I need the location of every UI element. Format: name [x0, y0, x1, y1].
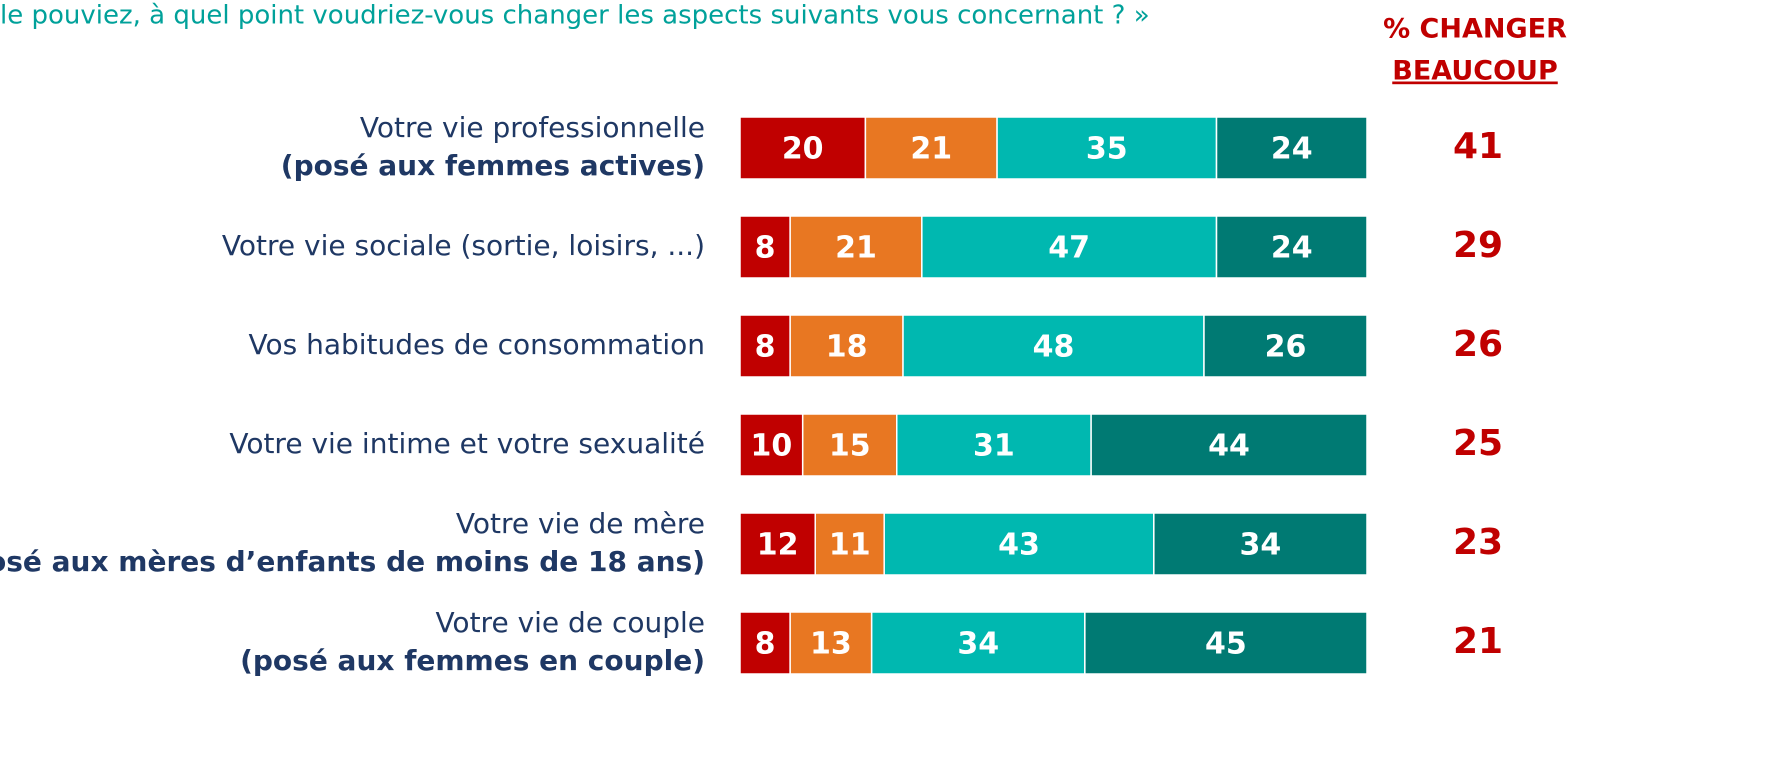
category-label: (posé aux femmes en couple): [240, 644, 705, 677]
bar-segment: [801, 413, 898, 477]
value-label: 24: [1271, 132, 1313, 167]
bar-segment: [739, 314, 791, 378]
chart-title: le pouviez, à quel point voudriez-vous c…: [0, 1, 1150, 31]
category-label: Votre vie intime et votre sexualité: [229, 427, 705, 460]
bar-segment: [1215, 215, 1368, 279]
value-label: 20: [782, 132, 824, 167]
bar-segment: [739, 611, 791, 675]
bar-segment: [1215, 116, 1368, 180]
value-label: 8: [755, 627, 776, 662]
bar-segment: [1090, 413, 1368, 477]
bar-segment: [870, 611, 1086, 675]
value-label: 10: [750, 429, 792, 464]
category-label: Votre vie sociale (sortie, loisirs, ...): [222, 229, 705, 262]
bar-segment: [789, 215, 923, 279]
summary-header: BEAUCOUP: [1392, 56, 1558, 87]
value-label: 21: [835, 231, 877, 266]
bar-segment: [1084, 611, 1368, 675]
value-label: 45: [1205, 627, 1247, 662]
value-label: 18: [826, 330, 868, 365]
bar-segment: [739, 413, 804, 477]
value-label: 43: [998, 528, 1040, 563]
summary-value: 25: [1453, 423, 1503, 464]
value-label: 35: [1086, 132, 1128, 167]
value-label: 13: [810, 627, 852, 662]
bar-segment: [1203, 314, 1368, 378]
category-label: (posé aux femmes actives): [281, 149, 705, 182]
bar-segment: [814, 512, 885, 576]
value-label: 24: [1271, 231, 1313, 266]
value-label: 26: [1265, 330, 1307, 365]
bar-segment: [996, 116, 1218, 180]
summary-header: % CHANGER: [1383, 14, 1567, 45]
value-label: 21: [910, 132, 952, 167]
value-label: 44: [1208, 429, 1250, 464]
bar-segment: [789, 314, 904, 378]
value-label: 47: [1048, 231, 1090, 266]
summary-value: 21: [1453, 621, 1503, 662]
summary-value: 26: [1453, 324, 1503, 365]
value-label: 12: [757, 528, 799, 563]
value-label: 8: [755, 330, 776, 365]
category-label: Votre vie professionnelle: [360, 111, 705, 144]
value-label: 48: [1033, 330, 1075, 365]
value-label: 31: [973, 429, 1015, 464]
category-label: (posé aux mères d’enfants de moins de 18…: [0, 545, 705, 578]
bar-segment: [883, 512, 1155, 576]
summary-value: 29: [1453, 225, 1503, 266]
category-label: Vos habitudes de consommation: [248, 328, 705, 361]
bar-segment: [1153, 512, 1368, 576]
summary-value: 23: [1453, 522, 1503, 563]
value-label: 8: [755, 231, 776, 266]
category-label: Votre vie de mère: [456, 507, 705, 540]
bar-segment: [739, 215, 791, 279]
bar-segment: [921, 215, 1218, 279]
bar-segment: [864, 116, 998, 180]
value-label: 11: [829, 528, 871, 563]
bar-segment: [739, 512, 816, 576]
value-label: 34: [957, 627, 999, 662]
category-label: Votre vie de couple: [435, 606, 705, 639]
bar-segment: [739, 116, 867, 180]
bar-segment: [789, 611, 873, 675]
summary-value: 41: [1453, 126, 1503, 167]
value-label: 34: [1240, 528, 1282, 563]
value-label: 15: [829, 429, 871, 464]
